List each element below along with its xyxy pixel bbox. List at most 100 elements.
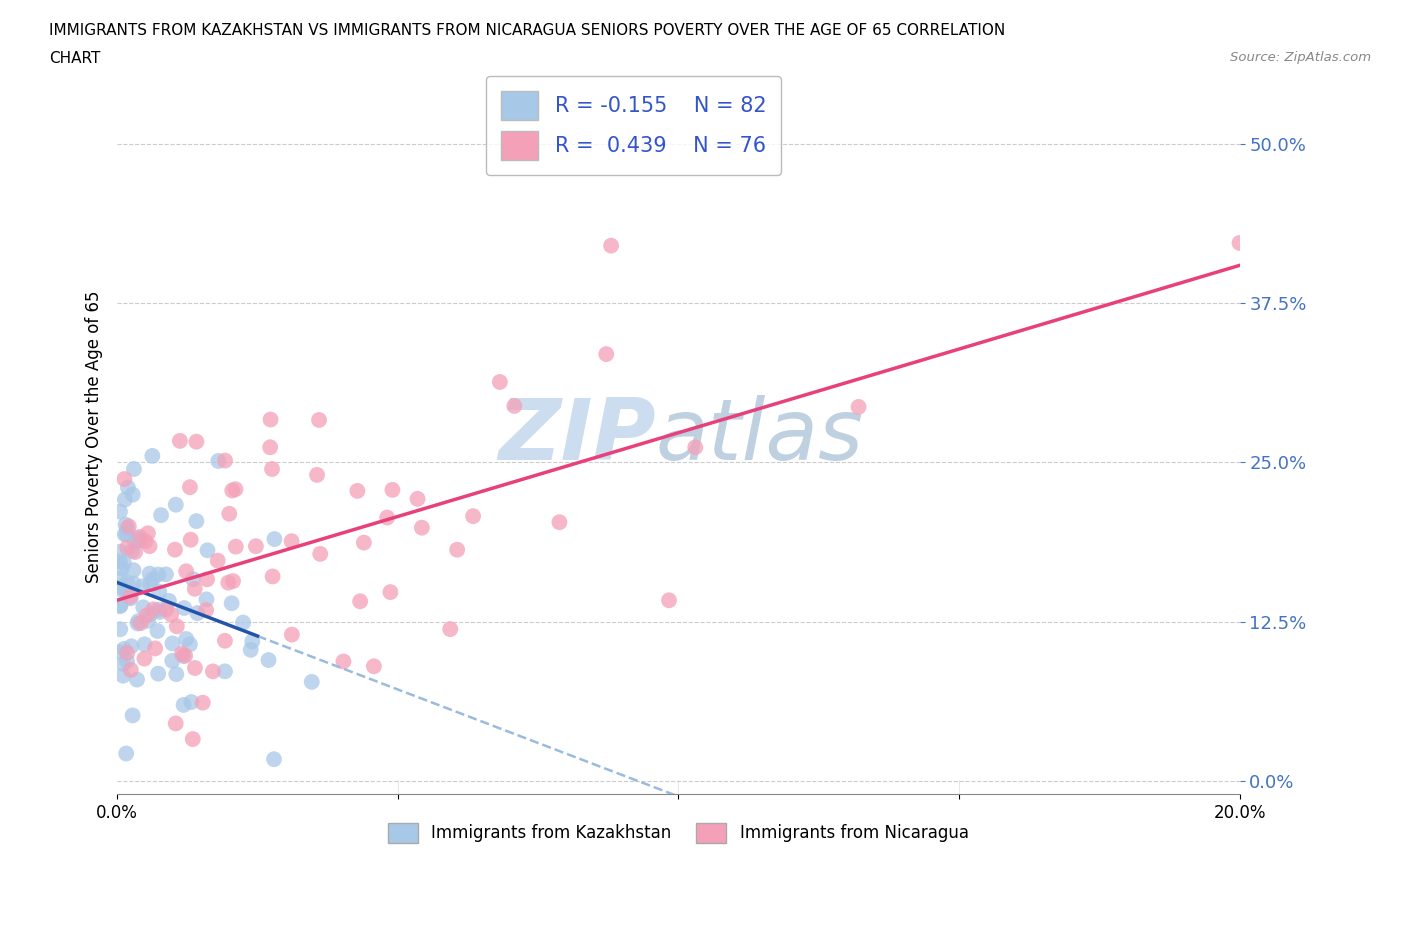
- Point: [232, 615, 254, 630]
- Point: [260, 461, 283, 476]
- Point: [222, 574, 245, 589]
- Point: [224, 482, 246, 497]
- Point: [186, 434, 208, 449]
- Text: ZIP: ZIP: [498, 395, 657, 478]
- Point: [155, 567, 177, 582]
- Point: [124, 545, 146, 560]
- Text: IMMIGRANTS FROM KAZAKHSTAN VS IMMIGRANTS FROM NICARAGUA SENIORS POVERTY OVER THE: IMMIGRANTS FROM KAZAKHSTAN VS IMMIGRANTS…: [49, 23, 1005, 38]
- Point: [108, 504, 131, 519]
- Point: [121, 487, 143, 502]
- Point: [165, 716, 187, 731]
- Point: [174, 564, 197, 578]
- Point: [127, 616, 149, 631]
- Text: CHART: CHART: [49, 51, 101, 66]
- Point: [179, 637, 201, 652]
- Point: [346, 484, 368, 498]
- Point: [112, 669, 135, 684]
- Point: [173, 601, 195, 616]
- Point: [120, 639, 142, 654]
- Point: [143, 641, 166, 656]
- Point: [160, 607, 183, 622]
- Point: [259, 440, 281, 455]
- Point: [149, 604, 172, 619]
- Point: [263, 532, 285, 547]
- Point: [280, 534, 302, 549]
- Point: [108, 554, 131, 569]
- Point: [305, 468, 328, 483]
- Point: [108, 581, 131, 596]
- Point: [131, 578, 153, 593]
- Point: [111, 657, 134, 671]
- Point: [548, 515, 571, 530]
- Point: [207, 553, 229, 568]
- Point: [221, 483, 243, 498]
- Y-axis label: Seniors Poverty Over the Age of 65: Seniors Poverty Over the Age of 65: [86, 291, 103, 583]
- Point: [411, 520, 433, 535]
- Point: [108, 544, 131, 559]
- Point: [172, 648, 194, 663]
- Point: [173, 698, 195, 712]
- Point: [503, 398, 526, 413]
- Point: [225, 539, 247, 554]
- Point: [124, 534, 146, 549]
- Point: [146, 603, 169, 618]
- Point: [148, 567, 170, 582]
- Point: [115, 654, 138, 669]
- Point: [218, 506, 240, 521]
- Point: [332, 654, 354, 669]
- Point: [139, 606, 162, 621]
- Point: [363, 658, 385, 673]
- Point: [122, 461, 145, 476]
- Point: [191, 696, 214, 711]
- Point: [139, 577, 162, 591]
- Point: [259, 412, 281, 427]
- Point: [142, 602, 165, 617]
- Point: [115, 526, 138, 541]
- Point: [125, 672, 148, 687]
- Point: [127, 614, 149, 629]
- Point: [163, 542, 186, 557]
- Text: Source: ZipAtlas.com: Source: ZipAtlas.com: [1230, 51, 1371, 64]
- Point: [406, 491, 429, 506]
- Point: [134, 651, 156, 666]
- Point: [120, 590, 142, 604]
- Point: [115, 584, 138, 599]
- Point: [111, 561, 134, 576]
- Point: [174, 648, 197, 663]
- Point: [170, 646, 193, 661]
- Point: [114, 517, 136, 532]
- Point: [120, 591, 142, 605]
- Point: [118, 519, 141, 534]
- Point: [375, 510, 398, 525]
- Point: [181, 732, 204, 747]
- Point: [181, 572, 204, 587]
- Point: [112, 642, 135, 657]
- Point: [281, 627, 304, 642]
- Text: atlas: atlas: [657, 395, 863, 478]
- Point: [214, 664, 236, 679]
- Point: [162, 636, 184, 651]
- Point: [138, 566, 160, 581]
- Point: [349, 594, 371, 609]
- Point: [117, 480, 139, 495]
- Point: [142, 572, 165, 587]
- Point: [1229, 235, 1251, 250]
- Point: [110, 598, 132, 613]
- Point: [174, 631, 197, 646]
- Point: [108, 644, 131, 659]
- Point: [146, 666, 169, 681]
- Point: [488, 375, 510, 390]
- Point: [121, 708, 143, 723]
- Point: [110, 571, 132, 586]
- Point: [162, 654, 184, 669]
- Legend: Immigrants from Kazakhstan, Immigrants from Nicaragua: Immigrants from Kazakhstan, Immigrants f…: [381, 816, 976, 850]
- Point: [214, 633, 236, 648]
- Point: [262, 569, 284, 584]
- Point: [214, 453, 236, 468]
- Point: [138, 538, 160, 553]
- Point: [135, 534, 157, 549]
- Point: [166, 618, 188, 633]
- Point: [180, 532, 202, 547]
- Point: [134, 637, 156, 652]
- Point: [186, 513, 208, 528]
